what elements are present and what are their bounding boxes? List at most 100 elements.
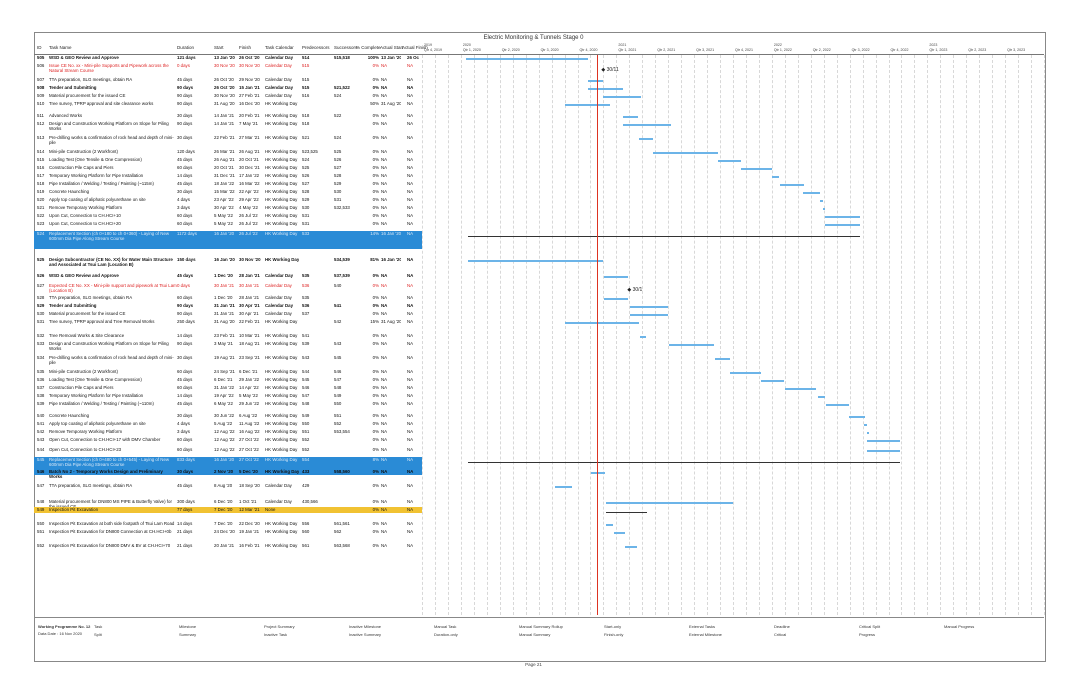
table-row[interactable]: 515 Loading Test (One Tensile & One Compr… xyxy=(34,157,422,163)
task-bar[interactable] xyxy=(629,306,668,308)
table-row[interactable]: 549 Inspection Pit Excavation 77 days 7 Dec… xyxy=(34,507,422,513)
table-row[interactable]: 513 Pre-drilling works & confirmation of … xyxy=(34,135,422,146)
table-row[interactable]: 531 Tree survey, TPRP approval and Tree R… xyxy=(34,319,422,325)
table-row[interactable]: 518 Pipe Installation / Welding / Testing… xyxy=(34,181,422,192)
task-bar[interactable] xyxy=(849,416,865,418)
task-bar[interactable] xyxy=(823,208,826,210)
task-bar[interactable] xyxy=(622,124,671,126)
cell-dur: 0 days xyxy=(177,283,190,288)
table-row[interactable]: 529 Tender and Submitting 90 days 31 Jan '2… xyxy=(34,303,422,309)
task-bar[interactable] xyxy=(467,260,604,262)
task-bar[interactable] xyxy=(867,432,870,434)
table-row[interactable]: 540 Concrete Haunching 30 days 30 Jun '22 6 … xyxy=(34,413,422,419)
task-bar[interactable] xyxy=(825,224,861,226)
task-bar[interactable] xyxy=(588,88,623,90)
cell-pred: 531 xyxy=(302,213,310,218)
table-row[interactable]: 539 Pipe Installation / Welding / Testing… xyxy=(34,401,422,412)
task-bar[interactable] xyxy=(564,104,611,106)
table-row[interactable]: 519 Concrete Haunching 30 days 15 Mar '22 22… xyxy=(34,189,422,195)
cell-cal: Calendar Day xyxy=(265,295,292,300)
table-row[interactable]: 522 Upon Cut, Connection to CH.HCI+10 60 d… xyxy=(34,213,422,219)
task-bar[interactable] xyxy=(603,96,642,98)
table-row[interactable]: 548 Material procurement for DN800 MS PIP… xyxy=(34,499,422,510)
task-bar[interactable] xyxy=(554,486,573,488)
task-bar[interactable] xyxy=(606,524,613,526)
table-row[interactable]: 545 Replacement Section (ch 0+480 to ch 0… xyxy=(34,457,422,475)
task-bar[interactable] xyxy=(652,152,718,154)
table-row[interactable]: 517 Temporary Working Platform for Pipe I… xyxy=(34,173,422,179)
cell-as: NA xyxy=(381,273,388,278)
task-bar[interactable] xyxy=(867,450,900,452)
task-bar[interactable] xyxy=(591,472,606,474)
task-bar[interactable] xyxy=(825,216,861,218)
cell-fin: 5 Dec '20 xyxy=(239,469,258,474)
table-row[interactable]: 508 Tender and Submitting 90 days 26 Oct '2… xyxy=(34,85,422,91)
cell-as: 13 Jan '20 xyxy=(381,55,401,60)
table-row[interactable]: 510 Tree survey, TPRP approval and site c… xyxy=(34,101,422,107)
table-row[interactable]: 534 Pre-drilling works & confirmation of … xyxy=(34,355,422,366)
task-bar[interactable] xyxy=(785,388,817,390)
task-bar[interactable] xyxy=(717,160,742,162)
task-bar[interactable] xyxy=(625,546,637,548)
task-bar[interactable] xyxy=(639,138,654,140)
table-row[interactable]: 544 Open Cut, Connection to CH.HCI+23 60 d… xyxy=(34,447,422,453)
table-row[interactable]: 523 Upon Cut, Connection to CH.HCI+20 60 d… xyxy=(34,221,422,227)
task-bar[interactable] xyxy=(466,58,589,60)
table-row[interactable]: 525 Design Subcontractor (CE No. XX) for … xyxy=(34,257,422,268)
task-bar[interactable] xyxy=(867,440,900,442)
table-row[interactable]: 550 Inspection Pit Excavation at both sid… xyxy=(34,521,422,532)
table-row[interactable]: 507 TTA preparation, SLG meetings, obtain… xyxy=(34,77,422,83)
table-row[interactable]: 530 Material procurement for the issued C… xyxy=(34,311,422,317)
table-row[interactable]: 520 Apply top coating of aliphatic polyur… xyxy=(34,197,422,203)
table-row[interactable]: 541 Apply top coating of aliphatic polyur… xyxy=(34,421,422,427)
table-row[interactable]: 528 TTA preparation, SLG meetings, obtain… xyxy=(34,295,422,301)
task-bar[interactable] xyxy=(603,276,629,278)
table-row[interactable]: 535 Mini-pile Construction (2 Workfront) 6… xyxy=(34,369,422,375)
table-row[interactable]: 512 Design and Construction Working Platf… xyxy=(34,121,422,132)
task-bar[interactable] xyxy=(818,396,826,398)
task-bar[interactable] xyxy=(613,532,625,534)
task-bar[interactable] xyxy=(825,404,849,406)
table-row[interactable]: 511 Advanced Works 30 days 14 Jan '21 20 Feb… xyxy=(34,113,422,119)
cell-pct: 0% xyxy=(372,273,379,278)
task-bar[interactable] xyxy=(779,184,804,186)
task-bar[interactable] xyxy=(803,192,820,194)
task-bar[interactable] xyxy=(588,80,603,82)
table-row[interactable]: 546 Batch No 2 - Temporary Works Design a… xyxy=(34,469,422,480)
task-bar[interactable] xyxy=(622,116,639,118)
table-row[interactable]: 542 Remove Temporary Working Platform 3 da… xyxy=(34,429,422,435)
table-row[interactable]: 526 WSD & GEO Review and Approve 45 days 1 … xyxy=(34,273,422,279)
table-row[interactable]: 552 Inspection Pit Excavation for DN800 D… xyxy=(34,543,422,554)
table-row[interactable]: 551 Inspection Pit Excavation for DN800 C… xyxy=(34,529,422,540)
task-bar[interactable] xyxy=(761,380,785,382)
task-bar[interactable] xyxy=(714,358,730,360)
table-row[interactable]: 532 Tree Removal Works & Site Clearance 14… xyxy=(34,333,422,339)
table-row[interactable]: 538 Temporary Working Platform for Pipe I… xyxy=(34,393,422,399)
task-bar[interactable] xyxy=(668,344,715,346)
table-row[interactable]: 537 Construction Pile Caps and Piers 60 da… xyxy=(34,385,422,391)
task-bar[interactable] xyxy=(730,372,762,374)
task-bar[interactable] xyxy=(639,336,646,338)
table-row[interactable]: 516 Construction Pile Caps and Piers 60 da… xyxy=(34,165,422,171)
cell-cal: HK Working Day xyxy=(265,421,298,426)
task-bar[interactable] xyxy=(741,168,772,170)
table-row[interactable]: 521 Remove Temporary Working Platform 3 da… xyxy=(34,205,422,211)
table-row[interactable]: 533 Design and Construction Working Platf… xyxy=(34,341,422,352)
table-row[interactable]: 547 TTA preparation, SLG meetings, obtain… xyxy=(34,483,422,489)
task-bar[interactable] xyxy=(771,176,780,178)
task-bar[interactable] xyxy=(603,298,629,300)
task-bar[interactable] xyxy=(864,424,867,426)
table-row[interactable]: 509 Material procurement for the issued C… xyxy=(34,93,422,99)
task-bar[interactable] xyxy=(820,200,823,202)
table-row[interactable]: 506 Issue CE No. xx - Mini-pile Supports … xyxy=(34,63,422,74)
table-row[interactable]: 505 WSD & GEO Review and Approve 121 days 1… xyxy=(34,55,422,61)
table-row[interactable]: 524 Replacement Section (ch 0+180 to ch 0… xyxy=(34,231,422,249)
table-row[interactable]: 543 Open Cut, Connection to CH.HCI+17 wit… xyxy=(34,437,422,443)
task-bar[interactable] xyxy=(629,314,668,316)
task-bar[interactable] xyxy=(605,502,734,504)
table-row[interactable]: 527 Expected CE No. XX - Mini-pile suppor… xyxy=(34,283,422,294)
table-row[interactable]: 536 Loading Test (One Tensile & One Compr… xyxy=(34,377,422,383)
legend-item: Deadline xyxy=(774,624,790,629)
table-row[interactable]: 514 Mini-pile Construction (2 Workfront) 1… xyxy=(34,149,422,155)
task-bar[interactable] xyxy=(564,322,640,324)
